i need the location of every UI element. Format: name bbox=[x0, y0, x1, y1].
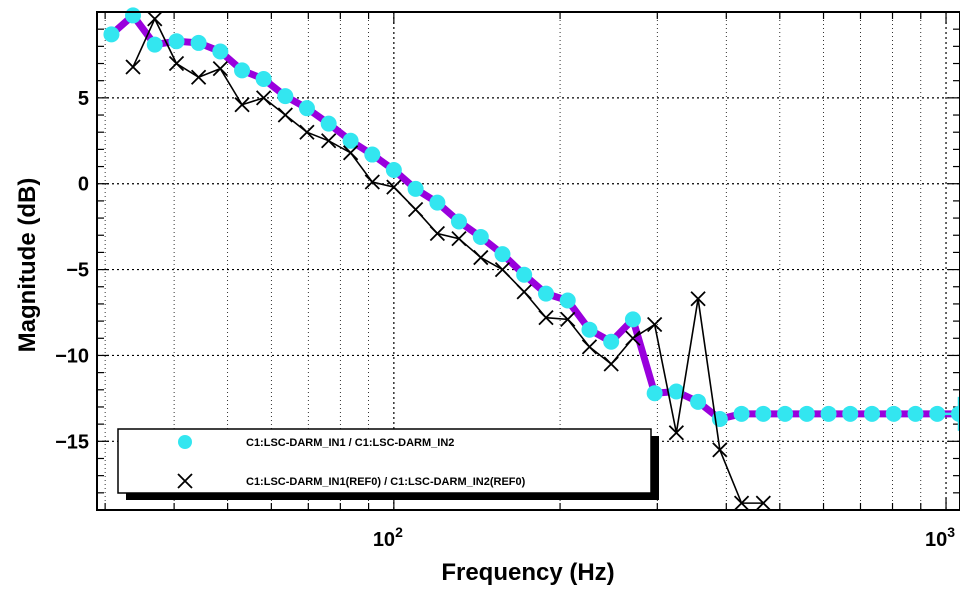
legend-label-series-2: C1:LSC-DARM_IN1(REF0) / C1:LSC-DARM_IN2(… bbox=[246, 476, 526, 488]
series-2-point bbox=[364, 174, 380, 190]
series-1-point bbox=[364, 146, 381, 163]
x-tick-label: 103 bbox=[925, 524, 955, 551]
series-2-point bbox=[277, 107, 293, 123]
series-2-point bbox=[516, 284, 532, 300]
series-2-point bbox=[255, 90, 272, 106]
series-1-point bbox=[320, 115, 337, 132]
series-2-point bbox=[712, 442, 728, 458]
series-2-point bbox=[212, 61, 228, 77]
series-1-point bbox=[168, 33, 185, 50]
series-1-point bbox=[494, 246, 511, 263]
series-1-point bbox=[907, 405, 924, 422]
series-1-point bbox=[429, 194, 446, 211]
series-1-point bbox=[537, 285, 554, 302]
series-1-point bbox=[103, 26, 120, 43]
series-1-point bbox=[516, 266, 533, 283]
series-2-point bbox=[168, 55, 185, 72]
series-1-point bbox=[277, 88, 294, 105]
series-1-point bbox=[929, 405, 946, 422]
series-2-point bbox=[429, 225, 446, 242]
series-2-point bbox=[625, 330, 641, 346]
series-2-point bbox=[733, 495, 750, 511]
series-2-point bbox=[342, 145, 359, 161]
series-1-point bbox=[668, 383, 685, 400]
series-1-point bbox=[820, 405, 837, 422]
y-axis-title: Magnitude (dB) bbox=[14, 178, 41, 353]
series-2-point bbox=[125, 59, 141, 75]
axis-ticks bbox=[97, 11, 960, 511]
series-2-point bbox=[386, 179, 402, 195]
legend-label-series-1: C1:LSC-DARM_IN1 / C1:LSC-DARM_IN2 bbox=[246, 437, 454, 449]
series-1-point bbox=[798, 405, 815, 422]
legend-box bbox=[117, 428, 652, 494]
series-1-point bbox=[842, 405, 859, 422]
series-2-point bbox=[299, 124, 315, 140]
series-1-point bbox=[298, 100, 315, 117]
series-2-point bbox=[190, 69, 207, 85]
legend-marker-cross bbox=[177, 473, 193, 489]
series-1-point bbox=[212, 43, 229, 60]
legend-marker-circle bbox=[178, 435, 192, 449]
series-2-point bbox=[147, 11, 163, 27]
series-2-point bbox=[668, 425, 684, 441]
legend: C1:LSC-DARM_IN1 / C1:LSC-DARM_IN2 C1:LSC… bbox=[117, 428, 659, 500]
series-1-point bbox=[342, 132, 359, 149]
series-1-point bbox=[885, 405, 902, 422]
series-2-point bbox=[603, 356, 619, 372]
series-2-point bbox=[407, 201, 424, 218]
series-1-point bbox=[777, 405, 794, 422]
series-2-point bbox=[560, 311, 576, 328]
y-tick-label: 0 bbox=[78, 174, 89, 196]
series-layer bbox=[103, 7, 960, 511]
series-1-point bbox=[581, 321, 598, 338]
series-1-point bbox=[733, 405, 750, 422]
y-tick-label: −10 bbox=[55, 345, 89, 367]
y-tick-label: 5 bbox=[78, 88, 89, 110]
series-1-point bbox=[255, 70, 272, 87]
series-2-point bbox=[755, 495, 771, 511]
y-tick-label: −5 bbox=[66, 260, 89, 282]
series-1-point bbox=[450, 213, 467, 230]
series-2-point bbox=[647, 316, 663, 333]
series-1-point bbox=[125, 7, 142, 24]
series-1-point bbox=[603, 333, 620, 350]
x-tick-label: 102 bbox=[373, 524, 403, 551]
series-1-point bbox=[234, 62, 251, 79]
series-2-line bbox=[132, 16, 764, 504]
series-2-point bbox=[538, 310, 554, 326]
series-2-point bbox=[494, 261, 511, 278]
y-tick-label: −15 bbox=[55, 431, 89, 453]
series-2-point bbox=[234, 97, 250, 113]
series-2-point bbox=[451, 231, 467, 247]
series-1-point bbox=[472, 228, 489, 245]
series-1-point bbox=[559, 292, 576, 309]
series-1-point bbox=[624, 311, 641, 328]
series-2-point bbox=[321, 133, 337, 149]
series-1-point bbox=[385, 161, 402, 178]
series-1-line bbox=[107, 11, 960, 423]
series-1-point bbox=[407, 180, 424, 197]
series-2-point bbox=[581, 339, 598, 355]
plot-frame bbox=[96, 11, 960, 511]
series-1-point bbox=[864, 405, 881, 422]
x-axis-title: Frequency (Hz) bbox=[441, 559, 614, 586]
tick-labels: 5 0 −5 −10 −15 102 103 bbox=[55, 88, 955, 551]
series-2-point bbox=[690, 291, 706, 307]
series-1-point bbox=[146, 36, 163, 53]
series-1-point bbox=[690, 393, 707, 410]
series-1-point bbox=[646, 385, 663, 402]
series-1-point bbox=[755, 405, 772, 422]
series-2-point bbox=[473, 249, 489, 266]
series-1-point bbox=[190, 34, 207, 51]
